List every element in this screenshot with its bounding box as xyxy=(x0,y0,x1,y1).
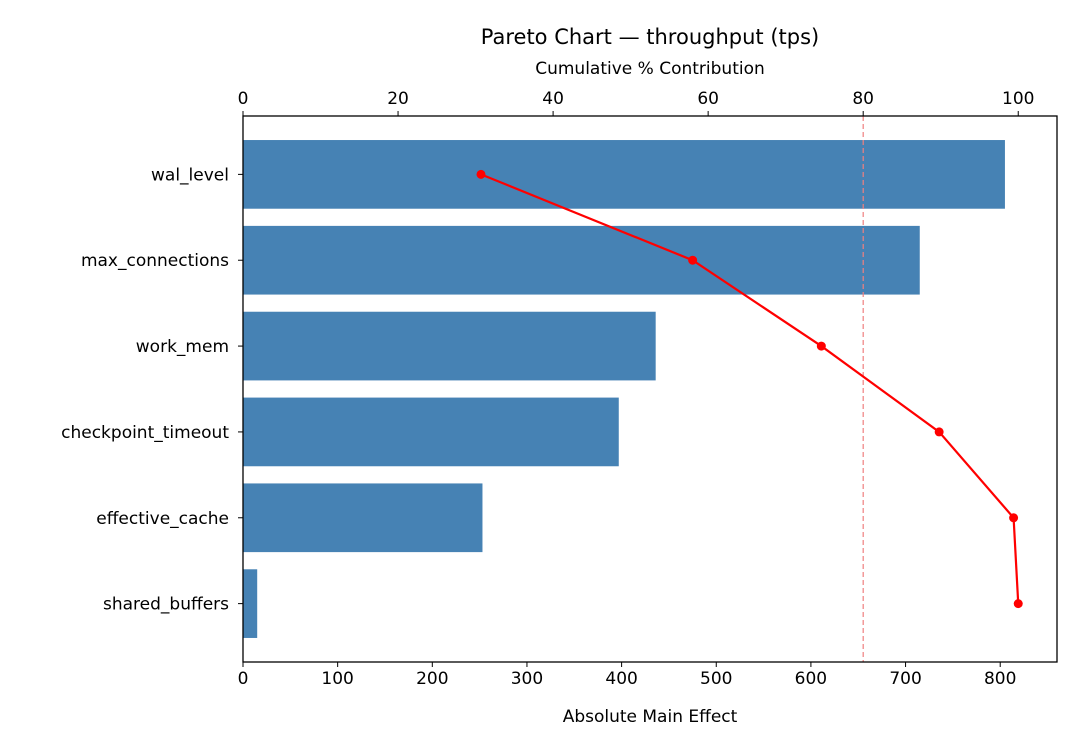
y-tick-label: effective_cache xyxy=(96,509,229,529)
bar-effective_cache xyxy=(243,483,483,553)
x2-tick-label: 100 xyxy=(1002,89,1034,109)
y-tick-label: wal_level xyxy=(151,165,229,185)
x-tick-label: 200 xyxy=(416,669,448,689)
cumulative-marker xyxy=(934,427,944,437)
x-tick-label: 400 xyxy=(605,669,637,689)
bar-work_mem xyxy=(243,311,656,381)
bar-max_connections xyxy=(243,225,920,295)
x2-tick-label: 40 xyxy=(542,89,564,109)
x-tick-label: 700 xyxy=(889,669,921,689)
cumulative-marker xyxy=(476,169,486,179)
cumulative-marker xyxy=(688,255,698,265)
x-tick-label: 500 xyxy=(700,669,732,689)
cumulative-line xyxy=(480,173,1020,604)
bar-wal_level xyxy=(243,140,1005,209)
x-tick-label: 0 xyxy=(238,669,249,689)
y-tick-label: checkpoint_timeout xyxy=(61,423,229,443)
cumulative-marker xyxy=(1009,513,1019,523)
bar-checkpoint_timeout xyxy=(243,397,619,467)
cumulative-marker xyxy=(816,341,826,351)
x-tick-label: 100 xyxy=(321,669,353,689)
x2-tick-label: 80 xyxy=(852,89,874,109)
plot-frame xyxy=(242,115,1058,663)
top-axis-label: Cumulative % Contribution xyxy=(535,59,765,79)
cumulative-marker xyxy=(1013,599,1023,609)
x2-tick-label: 20 xyxy=(387,89,409,109)
y-tick-label: max_connections xyxy=(81,251,229,271)
x-tick-label: 600 xyxy=(795,669,827,689)
x-tick-label: 800 xyxy=(984,669,1016,689)
x2-tick-label: 60 xyxy=(697,89,719,109)
x-tick-label: 300 xyxy=(511,669,543,689)
chart-title: Pareto Chart — throughput (tps) xyxy=(481,25,819,49)
bar-shared_buffers xyxy=(243,569,258,638)
x2-tick-label: 0 xyxy=(238,89,249,109)
y-tick-label: work_mem xyxy=(136,337,229,357)
y-tick-label: shared_buffers xyxy=(103,595,229,615)
bottom-axis-label: Absolute Main Effect xyxy=(563,707,738,727)
